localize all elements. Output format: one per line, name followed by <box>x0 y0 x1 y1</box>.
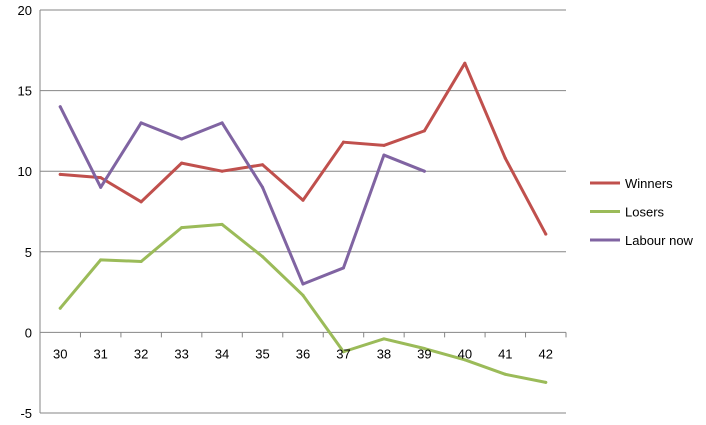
data-point-losers <box>341 350 345 354</box>
y-tick-label: 5 <box>25 245 32 260</box>
gridlines <box>40 9 566 414</box>
data-point-labour-now <box>99 185 103 189</box>
data-point-losers <box>422 347 426 351</box>
x-tick-label: 40 <box>458 346 472 361</box>
x-tick-label: 36 <box>296 346 310 361</box>
y-tick-label: 20 <box>18 3 32 18</box>
data-point-losers <box>99 258 103 262</box>
y-tick-label: 10 <box>18 164 32 179</box>
x-tick-label: 39 <box>417 346 431 361</box>
series-lines <box>58 61 548 384</box>
data-point-winners <box>180 161 184 165</box>
data-point-losers <box>220 222 224 226</box>
data-point-losers <box>180 226 184 230</box>
data-point-winners <box>58 172 62 176</box>
data-point-winners <box>422 129 426 133</box>
x-tick-label: 38 <box>377 346 391 361</box>
data-point-labour-now <box>180 137 184 141</box>
data-point-winners <box>139 200 143 204</box>
x-tick-label: 35 <box>255 346 269 361</box>
data-point-losers <box>503 372 507 376</box>
data-point-labour-now <box>139 121 143 125</box>
data-point-losers <box>382 337 386 341</box>
x-tick-label: 41 <box>498 346 512 361</box>
data-point-winners <box>99 176 103 180</box>
data-point-losers <box>301 293 305 297</box>
y-tick-label: -5 <box>20 406 32 421</box>
axes <box>39 10 567 413</box>
data-point-winners <box>544 232 548 236</box>
x-tick-label: 37 <box>336 346 350 361</box>
data-point-winners <box>463 61 467 65</box>
data-point-labour-now <box>220 121 224 125</box>
data-point-labour-now <box>261 185 265 189</box>
data-point-labour-now <box>58 105 62 109</box>
data-point-labour-now <box>422 169 426 173</box>
data-point-winners <box>301 198 305 202</box>
data-point-winners <box>341 140 345 144</box>
legend-label-labour-now: Labour now <box>625 233 694 248</box>
data-point-winners <box>261 163 265 167</box>
data-point-losers <box>544 380 548 384</box>
legend-label-winners: Winners <box>625 176 673 191</box>
legend: Winners Losers Labour now <box>590 176 694 248</box>
x-tick-label: 31 <box>93 346 107 361</box>
data-point-losers <box>139 259 143 263</box>
data-point-losers <box>261 255 265 259</box>
data-point-labour-now <box>382 153 386 157</box>
data-point-winners <box>220 169 224 173</box>
data-point-labour-now <box>341 266 345 270</box>
data-point-winners <box>382 143 386 147</box>
data-point-losers <box>463 358 467 362</box>
series-line-winners <box>58 61 548 236</box>
x-tick-label: 34 <box>215 346 229 361</box>
y-tick-label: 0 <box>25 325 32 340</box>
x-tick-labels: 30 31 32 33 34 35 36 37 38 39 40 41 42 <box>53 346 553 361</box>
x-tick-label: 32 <box>134 346 148 361</box>
x-tick-label: 42 <box>539 346 553 361</box>
data-point-losers <box>58 306 62 310</box>
data-point-winners <box>503 156 507 160</box>
legend-label-losers: Losers <box>625 205 665 220</box>
y-tick-labels: -5 0 5 10 15 20 <box>18 3 32 421</box>
x-tick-label: 30 <box>53 346 67 361</box>
y-tick-label: 15 <box>18 84 32 99</box>
x-tick-label: 33 <box>174 346 188 361</box>
data-point-labour-now <box>301 282 305 286</box>
series-line-labour-now <box>58 105 426 286</box>
